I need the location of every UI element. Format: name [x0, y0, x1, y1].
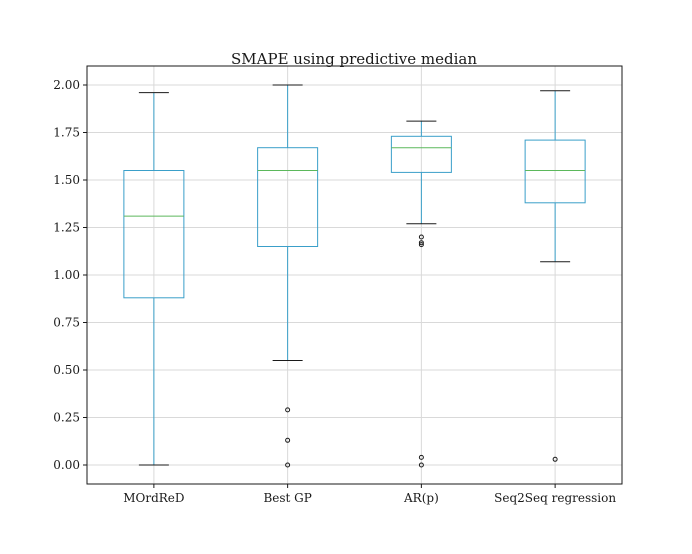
outlier-point — [418, 234, 424, 240]
box-layer — [123, 84, 586, 468]
y-tick-label: 2.00 — [53, 78, 80, 92]
outlier-point — [285, 437, 291, 443]
outlier-point — [552, 456, 558, 462]
outlier-point — [418, 242, 424, 248]
outlier-point — [418, 240, 424, 246]
outlier-point — [418, 454, 424, 460]
y-tick-label: 0.50 — [53, 363, 80, 377]
grid-layer — [87, 66, 622, 484]
x-tick-label: Seq2Seq regression — [494, 491, 616, 505]
x-tick-label: MOrdReD — [123, 491, 184, 505]
y-tick-label: 1.25 — [53, 221, 80, 235]
iqr-box — [390, 135, 452, 173]
iqr-box — [257, 147, 319, 247]
outlier-point — [285, 462, 291, 468]
x-tick-label: Best GP — [263, 491, 311, 505]
iqr-box — [524, 139, 586, 204]
tick-layer: 0.00 0.25 0.50 0.75 1.00 1.25 1.50 1.75 2.00 MOrd… — [53, 78, 616, 505]
box-group — [524, 90, 586, 462]
box-group — [257, 84, 319, 468]
iqr-box — [123, 170, 185, 299]
chart-title: SMAPE using predictive median — [231, 50, 477, 68]
y-tick-label: 1.50 — [53, 173, 80, 187]
y-tick-label: 1.75 — [53, 126, 80, 140]
box-group — [390, 120, 452, 468]
y-tick-label: 0.75 — [53, 316, 80, 330]
outlier-point — [285, 407, 291, 413]
y-tick-label: 0.25 — [53, 411, 80, 425]
y-tick-label: 0.00 — [53, 458, 80, 472]
outlier-point — [418, 462, 424, 468]
x-tick-label: AR(p) — [403, 491, 439, 505]
y-tick-label: 1.00 — [53, 268, 80, 282]
box-group — [123, 92, 185, 466]
